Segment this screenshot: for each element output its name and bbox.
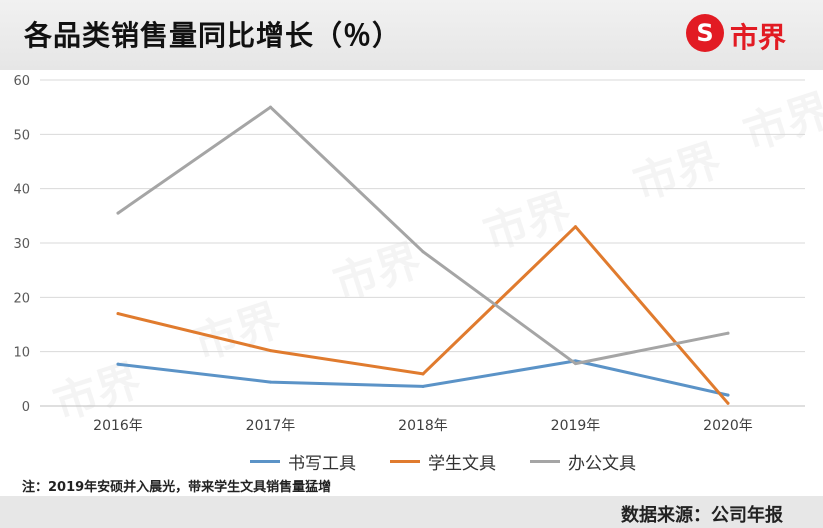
brand-logo: S 市界 bbox=[686, 14, 806, 58]
y-tick-label-50: 50 bbox=[13, 128, 30, 143]
watermark-3: 市界 bbox=[478, 185, 577, 261]
x-tick-label-2: 2018年 bbox=[398, 418, 448, 434]
legend-swatch-writing-tools bbox=[250, 459, 280, 463]
chart-title: 各品类销售量同比增长（％） bbox=[24, 19, 402, 52]
legend-item-student-stationery: 学生文具 bbox=[390, 449, 496, 474]
series-2-point-2 bbox=[421, 250, 425, 254]
series-1-point-1 bbox=[269, 349, 272, 353]
legend-item-writing-tools: 书写工具 bbox=[250, 449, 356, 474]
x-tick-label-3: 2019年 bbox=[551, 418, 601, 434]
legend-label-student-stationery: 学生文具 bbox=[428, 453, 496, 474]
legend-swatch-student-stationery bbox=[390, 459, 420, 463]
brand-logo-glyph: S bbox=[696, 19, 714, 47]
chart-note: 注：2019年安硕并入晨光，带来学生文具销售量猛增 bbox=[22, 480, 332, 495]
series-1-point-0 bbox=[116, 312, 120, 316]
series-0-point-4 bbox=[726, 393, 730, 397]
series-2-point-1 bbox=[269, 105, 272, 109]
brand-name: 市界 bbox=[730, 21, 787, 54]
legend: 书写工具 学生文具 办公文具 bbox=[250, 446, 636, 476]
x-tick-label-0: 2016年 bbox=[93, 418, 143, 434]
watermark-4: 市界 bbox=[628, 135, 727, 211]
y-tick-label-0: 0 bbox=[22, 400, 30, 415]
x-axis-ticks: 2016年 2017年 2018年 2019年 2020年 bbox=[93, 418, 753, 434]
x-tick-label-4: 2020年 bbox=[703, 418, 753, 434]
legend-label-writing-tools: 书写工具 bbox=[288, 453, 356, 474]
legend-swatch-office-stationery bbox=[530, 459, 560, 463]
legend-label-office-stationery: 办公文具 bbox=[568, 453, 636, 474]
series-0-point-2 bbox=[421, 384, 425, 388]
y-tick-label-30: 30 bbox=[13, 237, 30, 252]
series-lines bbox=[116, 105, 730, 405]
watermark-2: 市界 bbox=[328, 235, 427, 311]
grid-lines bbox=[40, 79, 805, 407]
y-tick-label-20: 20 bbox=[13, 291, 30, 306]
brand-logo-icon: S bbox=[686, 14, 724, 52]
footer-bar bbox=[0, 496, 823, 528]
series-2-point-0 bbox=[116, 211, 120, 215]
data-source: 数据来源：公司年报 bbox=[621, 505, 783, 526]
header-bar: 各品类销售量同比增长（％） S 市界 bbox=[0, 0, 823, 70]
series-1-point-3 bbox=[574, 225, 577, 229]
series-2-point-3 bbox=[574, 362, 577, 366]
x-tick-label-1: 2017年 bbox=[246, 418, 296, 434]
series-1-point-2 bbox=[421, 372, 425, 376]
y-tick-label-40: 40 bbox=[13, 183, 30, 198]
y-tick-label-10: 10 bbox=[13, 346, 30, 361]
series-0-point-1 bbox=[269, 380, 272, 384]
series-0-point-0 bbox=[116, 362, 120, 366]
watermark-5: 市界 bbox=[738, 85, 823, 161]
y-tick-label-60: 60 bbox=[13, 74, 30, 89]
y-axis-ticks: 0 10 20 30 40 50 60 bbox=[13, 74, 30, 415]
legend-item-office-stationery: 办公文具 bbox=[530, 449, 636, 474]
series-1-point-4 bbox=[726, 401, 730, 405]
series-2-point-4 bbox=[726, 331, 730, 335]
